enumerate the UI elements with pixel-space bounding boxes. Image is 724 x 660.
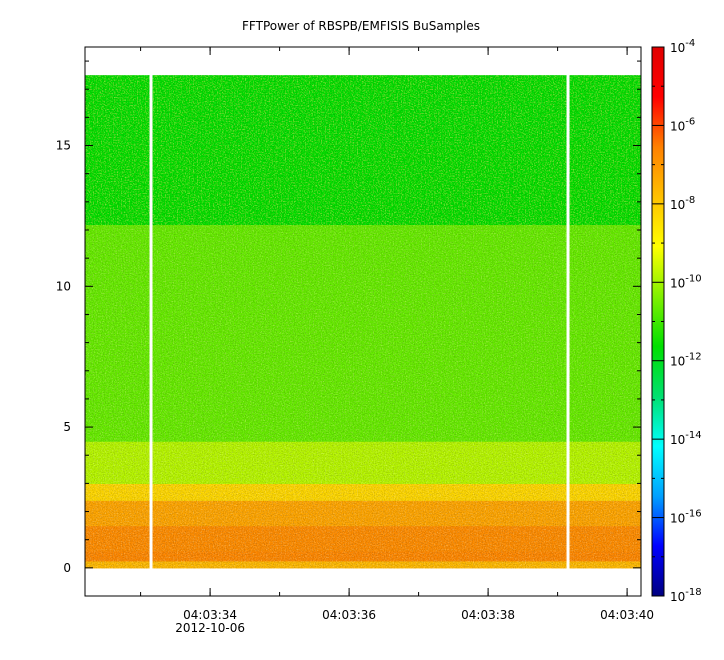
x-date-label: 2012-10-06 xyxy=(175,621,245,635)
colorbar-tick-label-3: 10-10 xyxy=(670,273,702,290)
colorbar-tick-label-5: 10-14 xyxy=(670,430,702,447)
colorbar-tick-exponent: -6 xyxy=(685,116,695,127)
y-tick-label-2: 10 xyxy=(56,279,71,293)
colorbar-tick-base: 10 xyxy=(670,119,685,133)
colorbar-tick-base: 10 xyxy=(670,41,685,55)
colorbar-tick-exponent: -4 xyxy=(685,38,695,49)
spectrogram-band-6 xyxy=(85,224,641,442)
spectrogram-bands xyxy=(85,75,641,569)
y-tick-label-3: 15 xyxy=(56,139,71,153)
spectrogram-band-1 xyxy=(85,550,641,562)
colorbar-tick-exponent: -8 xyxy=(685,195,695,206)
colorbar-tick-exponent: -12 xyxy=(685,352,701,363)
data-gap-1 xyxy=(566,74,570,569)
colorbar-gradient xyxy=(652,47,664,596)
spectrogram-band-8 xyxy=(85,75,641,147)
colorbar-tick-base: 10 xyxy=(670,276,685,290)
colorbar-tick-base: 10 xyxy=(670,433,685,447)
colorbar-tick-base: 10 xyxy=(670,590,685,604)
spectrogram-band-7 xyxy=(85,145,641,225)
colorbar-tick-base: 10 xyxy=(670,512,685,526)
colorbar-tick-base: 10 xyxy=(670,198,685,212)
colorbar-tick-label-2: 10-8 xyxy=(670,195,695,212)
plot-area xyxy=(85,74,641,569)
colorbar-tick-base: 10 xyxy=(670,355,685,369)
colorbar-tick-label-0: 10-4 xyxy=(670,38,695,55)
axes: 0 5 10 15 04:03:34 04:03:36 04:03:38 04:03:40 20… xyxy=(56,46,654,635)
spectrogram-band-0 xyxy=(85,560,641,569)
spectrogram-bands-inner xyxy=(85,75,641,569)
y-tick-label-1: 5 xyxy=(63,420,71,434)
x-tick-label-3: 04:03:40 xyxy=(600,608,654,622)
x-tick-label-2: 04:03:38 xyxy=(461,608,515,622)
spectrogram-band-2 xyxy=(85,525,641,552)
colorbar-tick-label-1: 10-6 xyxy=(670,116,695,133)
colorbar-tick-exponent: -14 xyxy=(685,430,701,441)
colorbar-tick-label-6: 10-16 xyxy=(670,509,702,526)
plot-frame xyxy=(84,46,642,597)
spectrogram-band-5 xyxy=(85,441,641,484)
x-tick-label-1: 04:03:36 xyxy=(322,608,376,622)
spectrogram-band-4 xyxy=(85,483,641,501)
chart-title: FFTPower of RBSPB/EMFISIS BuSamples xyxy=(242,19,480,33)
colorbar-tick-label-7: 10-18 xyxy=(670,587,702,604)
spectrogram-band-3 xyxy=(85,500,641,527)
colorbar-tick-label-4: 10-12 xyxy=(670,352,702,369)
colorbar-tick-exponent: -16 xyxy=(685,509,701,520)
colorbar-tick-exponent: -10 xyxy=(685,273,701,284)
colorbar-tick-exponent: -18 xyxy=(685,587,701,598)
x-tick-label-0: 04:03:34 xyxy=(183,608,237,622)
y-tick-label-0: 0 xyxy=(63,561,71,575)
data-gap-0 xyxy=(149,74,153,569)
